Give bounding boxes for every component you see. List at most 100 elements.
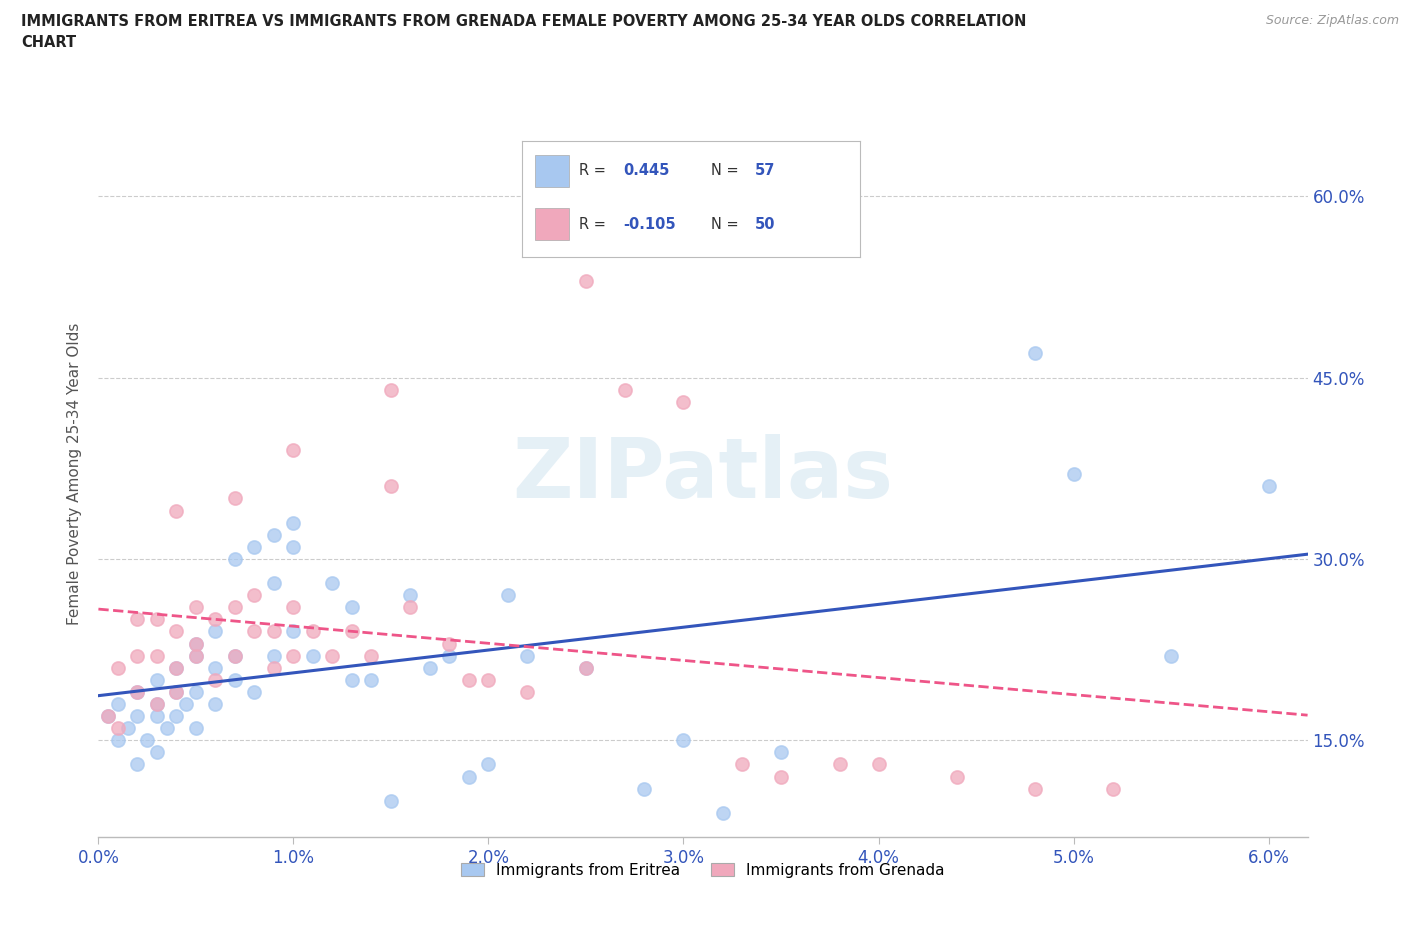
Point bbox=[146, 709, 169, 724]
Point bbox=[107, 721, 129, 736]
Text: IMMIGRANTS FROM ERITREA VS IMMIGRANTS FROM GRENADA FEMALE POVERTY AMONG 25-34 YE: IMMIGRANTS FROM ERITREA VS IMMIGRANTS FR… bbox=[21, 14, 1026, 29]
Point bbox=[117, 721, 139, 736]
Point bbox=[97, 709, 120, 724]
Point bbox=[156, 721, 179, 736]
Point bbox=[340, 600, 363, 615]
Point bbox=[380, 382, 402, 397]
Point bbox=[575, 273, 598, 288]
Point bbox=[769, 769, 792, 784]
Point bbox=[107, 660, 129, 675]
Point bbox=[165, 624, 187, 639]
Point bbox=[224, 491, 246, 506]
Point bbox=[184, 721, 207, 736]
Text: CHART: CHART bbox=[21, 35, 76, 50]
Point bbox=[224, 672, 246, 687]
Point bbox=[321, 576, 343, 591]
Point bbox=[97, 709, 120, 724]
Point bbox=[224, 551, 246, 566]
Point bbox=[165, 709, 187, 724]
Point bbox=[146, 745, 169, 760]
Y-axis label: Female Poverty Among 25-34 Year Olds: Female Poverty Among 25-34 Year Olds bbox=[67, 323, 83, 626]
Point bbox=[340, 672, 363, 687]
Point bbox=[769, 745, 792, 760]
Point bbox=[263, 576, 285, 591]
Point bbox=[263, 660, 285, 675]
Point bbox=[136, 733, 159, 748]
Legend: Immigrants from Eritrea, Immigrants from Grenada: Immigrants from Eritrea, Immigrants from… bbox=[456, 857, 950, 884]
Point bbox=[174, 697, 197, 711]
Point bbox=[127, 684, 149, 699]
Point bbox=[380, 479, 402, 494]
Point bbox=[165, 684, 187, 699]
Point bbox=[127, 684, 149, 699]
Point bbox=[184, 684, 207, 699]
Point bbox=[165, 503, 187, 518]
Point bbox=[243, 588, 266, 603]
Point bbox=[477, 672, 499, 687]
Point bbox=[107, 697, 129, 711]
Text: ZIPatlas: ZIPatlas bbox=[513, 433, 893, 515]
Point bbox=[1024, 346, 1046, 361]
Point bbox=[204, 697, 226, 711]
Point bbox=[243, 624, 266, 639]
Point bbox=[399, 588, 422, 603]
Point bbox=[360, 648, 382, 663]
Point bbox=[184, 648, 207, 663]
Point bbox=[204, 624, 226, 639]
Point bbox=[458, 672, 481, 687]
Point bbox=[477, 757, 499, 772]
Point bbox=[633, 781, 655, 796]
Point bbox=[127, 709, 149, 724]
Point bbox=[204, 660, 226, 675]
Point bbox=[283, 539, 305, 554]
Point bbox=[672, 394, 695, 409]
Point bbox=[1257, 479, 1279, 494]
Point bbox=[184, 648, 207, 663]
Point bbox=[360, 672, 382, 687]
Point bbox=[107, 733, 129, 748]
Point bbox=[828, 757, 851, 772]
Point bbox=[1101, 781, 1123, 796]
Point bbox=[146, 672, 169, 687]
Point bbox=[165, 660, 187, 675]
Point bbox=[243, 539, 266, 554]
Point bbox=[283, 515, 305, 530]
Point bbox=[340, 624, 363, 639]
Point bbox=[458, 769, 481, 784]
Point bbox=[184, 600, 207, 615]
Point bbox=[711, 805, 734, 820]
Point bbox=[204, 672, 226, 687]
Point bbox=[127, 612, 149, 627]
Point bbox=[868, 757, 890, 772]
Point bbox=[439, 648, 461, 663]
Point bbox=[380, 793, 402, 808]
Point bbox=[146, 612, 169, 627]
Point bbox=[575, 660, 598, 675]
Point bbox=[419, 660, 441, 675]
Point bbox=[516, 648, 538, 663]
Point bbox=[1024, 781, 1046, 796]
Point bbox=[321, 648, 343, 663]
Point bbox=[263, 527, 285, 542]
Point bbox=[672, 733, 695, 748]
Point bbox=[302, 624, 325, 639]
Point bbox=[614, 382, 637, 397]
Point bbox=[945, 769, 967, 784]
Point bbox=[283, 600, 305, 615]
Point bbox=[516, 684, 538, 699]
Point bbox=[204, 612, 226, 627]
Point bbox=[224, 648, 246, 663]
Point bbox=[283, 443, 305, 458]
Point bbox=[439, 636, 461, 651]
Point bbox=[263, 648, 285, 663]
Point bbox=[127, 648, 149, 663]
Point bbox=[1063, 467, 1085, 482]
Point bbox=[184, 636, 207, 651]
Point bbox=[165, 684, 187, 699]
Text: Source: ZipAtlas.com: Source: ZipAtlas.com bbox=[1265, 14, 1399, 27]
Point bbox=[731, 757, 754, 772]
Point bbox=[399, 600, 422, 615]
Point bbox=[146, 697, 169, 711]
Point bbox=[127, 757, 149, 772]
Point bbox=[243, 684, 266, 699]
